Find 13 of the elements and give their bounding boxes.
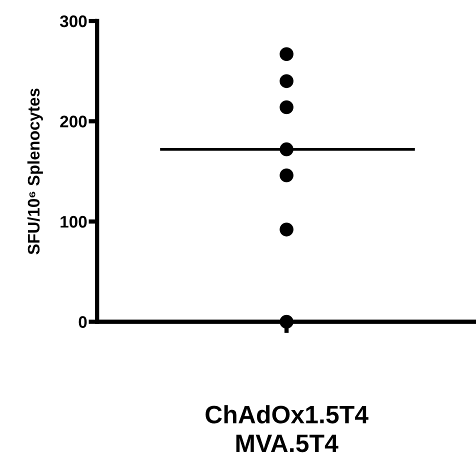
y-tick-label: 300 <box>60 15 87 28</box>
point <box>280 74 294 88</box>
y-axis-title: SFU/10⁶ Splenocytes <box>27 88 43 254</box>
point <box>280 222 294 236</box>
point <box>280 314 294 329</box>
point <box>280 168 294 182</box>
y-tick-label: 0 <box>78 316 87 328</box>
point <box>280 100 294 114</box>
y-tick-label: 200 <box>60 116 87 128</box>
y-tick-label: 100 <box>60 216 87 228</box>
point <box>280 142 294 156</box>
x-tick-label: ChAdOx1.5T4 MVA.5T4 <box>206 405 368 452</box>
point <box>280 47 294 62</box>
